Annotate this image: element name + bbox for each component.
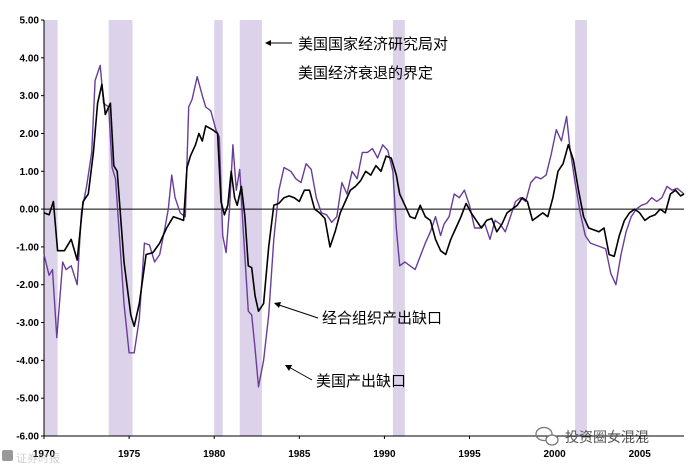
us-annotation-arrow — [286, 365, 313, 381]
recession-annotation: 美国国家经济研究局对 美国经济衰退的界定 — [265, 35, 448, 82]
x-tick-label: 1995 — [458, 449, 481, 460]
y-tick-label: -3.00 — [16, 318, 39, 329]
oecd-annotation-arrowhead — [274, 302, 281, 308]
oecd-annotation: 经合组织产出缺口 — [274, 302, 442, 327]
corner-mark-badge — [2, 450, 13, 461]
recession-band-5 — [392, 20, 405, 436]
tick-labels: 5.00 4.00 3.00 2.00 1.00 0.00 -1.00 -2.00 -3.00 -… — [16, 16, 651, 461]
recession-band-6 — [575, 20, 587, 436]
recession-band-1 — [44, 20, 58, 436]
y-tick-label: 2.00 — [20, 129, 40, 140]
recession-band-4 — [239, 20, 262, 436]
us-annotation: 美国产出缺口 — [285, 365, 406, 390]
recession-annotation-arrowhead — [265, 40, 271, 46]
corner-mark-text: 证券时报 — [16, 451, 60, 465]
series-lines — [43, 64, 685, 388]
wechat-icon — [535, 426, 559, 446]
oecd-annotation-label: 经合组织产出缺口 — [322, 309, 442, 327]
x-tick-label: 1980 — [203, 449, 226, 460]
x-tick-label: 1990 — [373, 449, 396, 460]
y-tick-label: 4.00 — [20, 53, 40, 64]
x-tick-label: 1970 — [33, 449, 56, 460]
us-annotation-arrowhead — [285, 365, 292, 371]
y-tick-label: -1.00 — [16, 242, 39, 253]
y-tick-label: 0.00 — [20, 205, 40, 216]
y-tick-label: 5.00 — [20, 16, 40, 27]
oecd-output-gap-line — [43, 83, 685, 328]
recession-annotation-line1: 美国国家经济研究局对 — [298, 35, 448, 53]
y-tick-label: -4.00 — [16, 356, 39, 367]
corner-mark: 证券时报 — [2, 450, 60, 465]
us-annotation-label: 美国产出缺口 — [316, 372, 406, 390]
watermark-text: 投资圈女混混 — [565, 429, 649, 446]
oecd-annotation-arrow — [275, 303, 319, 319]
x-tick-label: 1985 — [288, 449, 311, 460]
x-tick-label: 1975 — [118, 449, 141, 460]
watermark: 投资圈女混混 — [535, 426, 649, 446]
x-tick-label: 2005 — [629, 449, 652, 460]
us-output-gap-line — [43, 64, 685, 388]
y-tick-label: -6.00 — [16, 432, 39, 443]
y-tick-label: 1.00 — [20, 167, 40, 178]
recession-band-3 — [214, 20, 223, 436]
recession-annotation-line2: 美国经济衰退的界定 — [298, 64, 433, 82]
y-tick-label: 3.00 — [20, 91, 40, 102]
y-tick-label: -2.00 — [16, 280, 39, 291]
recession-band-2 — [108, 20, 133, 436]
x-tick-label: 2000 — [544, 449, 567, 460]
axes — [43, 20, 684, 437]
y-tick-label: -5.00 — [16, 394, 39, 405]
